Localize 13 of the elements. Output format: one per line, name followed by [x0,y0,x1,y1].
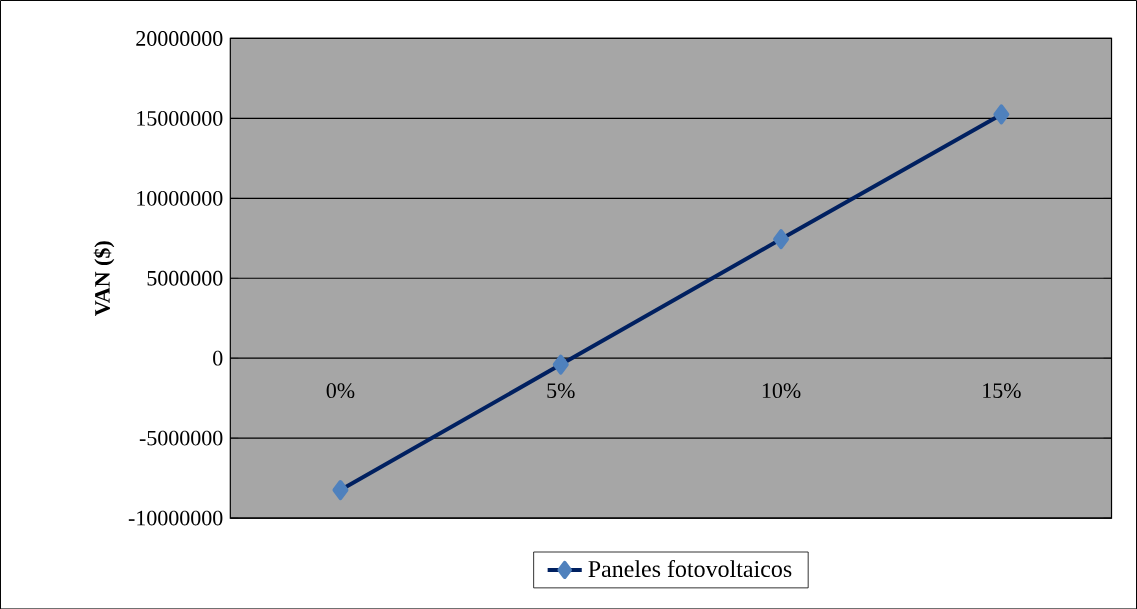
y-tick-label: -5000000 [139,430,223,446]
x-tick-label: 5% [547,383,575,398]
legend-label: Paneles fotovoltaicos [588,559,792,577]
y-tick-label: 20000000 [136,30,223,46]
y-axis-title: VAN ($) [93,241,115,316]
y-tick-label: 0 [213,350,223,366]
x-tick-label: 10% [762,383,801,398]
y-tick-label: 10000000 [137,190,223,206]
x-tick-label: 15% [983,383,1021,398]
x-tick-label: 0% [326,383,355,398]
y-tick-label: 15000000 [137,110,223,126]
y-tick-label: -10000000 [128,510,223,526]
y-tick-label: 5000000 [147,270,223,286]
